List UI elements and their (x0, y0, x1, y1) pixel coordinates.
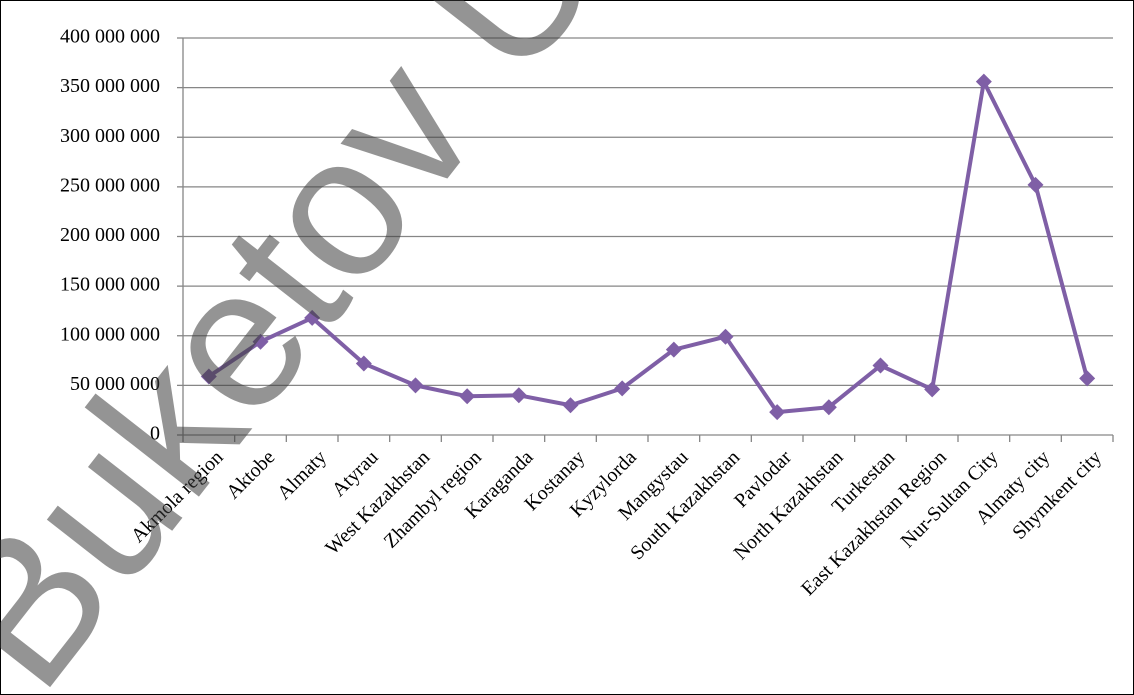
marker (1027, 176, 1044, 193)
y-tick-label: 350 000 000 (60, 75, 160, 97)
marker (355, 355, 372, 372)
marker (304, 309, 321, 326)
y-tick-label: 0 (150, 423, 160, 445)
marker (975, 73, 992, 90)
marker (407, 377, 424, 394)
marker (200, 368, 217, 385)
marker (872, 357, 889, 374)
series-line (207, 79, 1090, 415)
y-tick-label: 150 000 000 (60, 274, 160, 296)
y-tick-label: 50 000 000 (70, 373, 160, 395)
y-tick-label: 400 000 000 (60, 26, 160, 48)
marker (614, 380, 631, 397)
marker (1079, 370, 1096, 387)
marker (459, 388, 476, 405)
y-tick-label: 250 000 000 (60, 174, 160, 196)
marker (252, 333, 269, 350)
marker (820, 399, 837, 416)
marker (717, 328, 734, 345)
y-tick-label: 100 000 000 (60, 323, 160, 345)
marker (924, 381, 941, 398)
marker (769, 404, 786, 421)
y-tick-label: 300 000 000 (60, 125, 160, 147)
marker (562, 397, 579, 414)
marker (510, 387, 527, 404)
y-tick-label: 200 000 000 (60, 224, 160, 246)
marker (665, 341, 682, 358)
